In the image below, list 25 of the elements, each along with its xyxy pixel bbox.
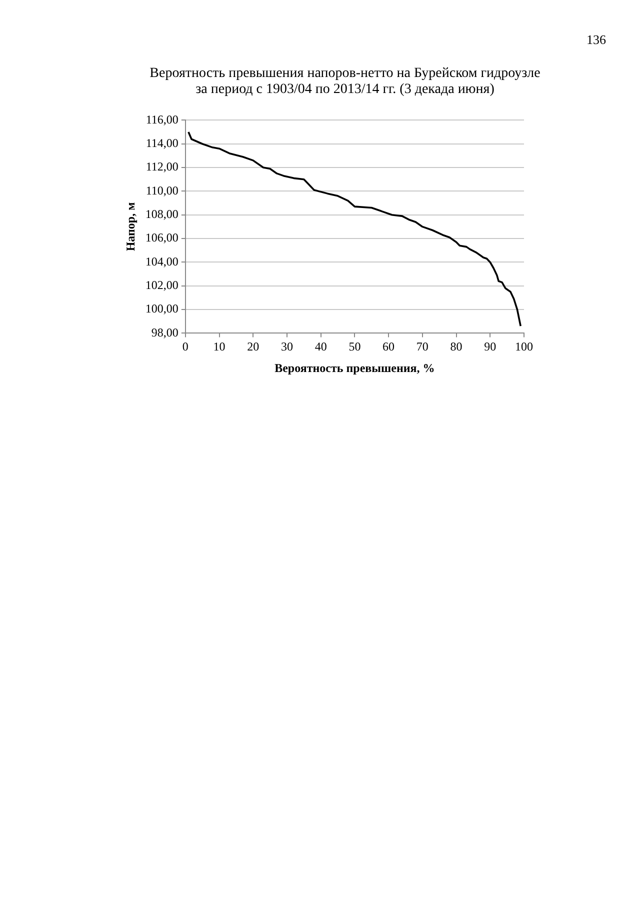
x-tick-label: 10 <box>213 340 226 354</box>
x-tick-label: 40 <box>314 340 327 354</box>
y-axis-title: Напор, м <box>123 202 138 252</box>
y-tick-label: 112,00 <box>146 160 178 174</box>
y-tick-label: 102,00 <box>145 278 178 292</box>
x-tick-label: 50 <box>348 340 361 354</box>
text: 136 <box>586 32 606 48</box>
x-axis-title: Вероятность превышения, % <box>274 360 435 375</box>
x-tick-label: 70 <box>416 340 428 354</box>
x-tick-label: 0 <box>182 340 188 354</box>
chart-title: Вероятность превышения напоров-нетто на Бурейском гидроузле за период с 1903/04 по 2013/14 гг. (3 декада июня) <box>148 66 542 98</box>
x-tick-label: 60 <box>382 340 395 354</box>
x-tick-label: 100 <box>515 340 533 354</box>
y-tick-label: 114,00 <box>146 136 178 150</box>
y-tick-label: 116,00 <box>146 112 178 126</box>
y-tick-label: 98,00 <box>151 325 178 340</box>
x-tick-label: 90 <box>484 340 496 354</box>
y-tick-label: 108,00 <box>145 207 178 222</box>
y-tick-label: 110,00 <box>146 183 178 198</box>
y-tick-label: 104,00 <box>145 254 178 268</box>
x-tick-label: 80 <box>450 340 462 354</box>
y-tick-label: 100,00 <box>145 302 178 316</box>
x-tick-label: 20 <box>247 340 260 354</box>
y-tick-label: 106,00 <box>145 230 178 245</box>
x-tick-label: 30 <box>280 340 293 354</box>
